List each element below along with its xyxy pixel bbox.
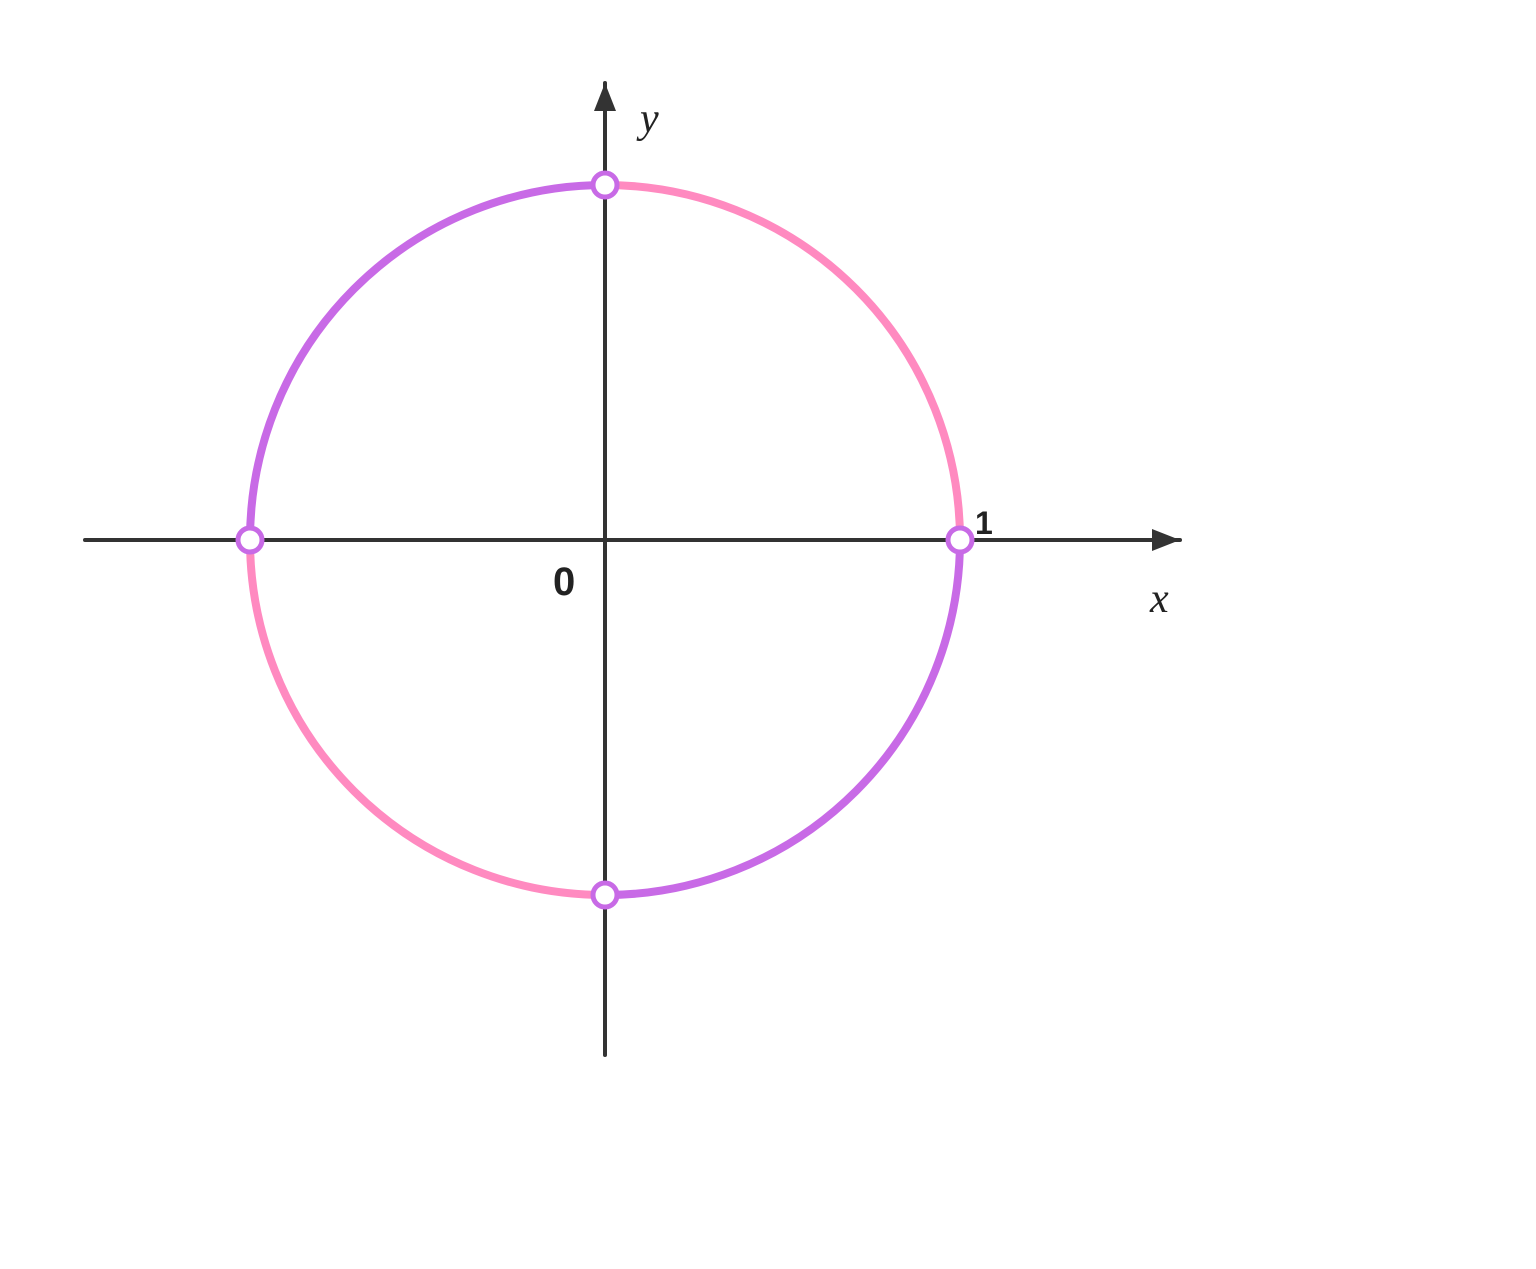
y-axis-arrow [594,83,616,111]
axis-point-180 [238,528,262,552]
unit-circle-diagram: y x 0 1 [0,0,1536,1269]
axis-point-0 [948,528,972,552]
circle-arc-1 [605,185,960,540]
axis-point-90 [593,173,617,197]
origin-label: 0 [553,560,575,605]
x-axis-label: x [1150,575,1169,623]
circle-arc-2 [605,540,960,895]
x-axis-arrow [1152,529,1180,551]
y-axis-label: y [640,95,659,143]
circle-arc-0 [250,185,605,540]
axis-point-270 [593,883,617,907]
x-tick-1-label: 1 [975,505,993,542]
circle-arc-3 [250,540,605,895]
